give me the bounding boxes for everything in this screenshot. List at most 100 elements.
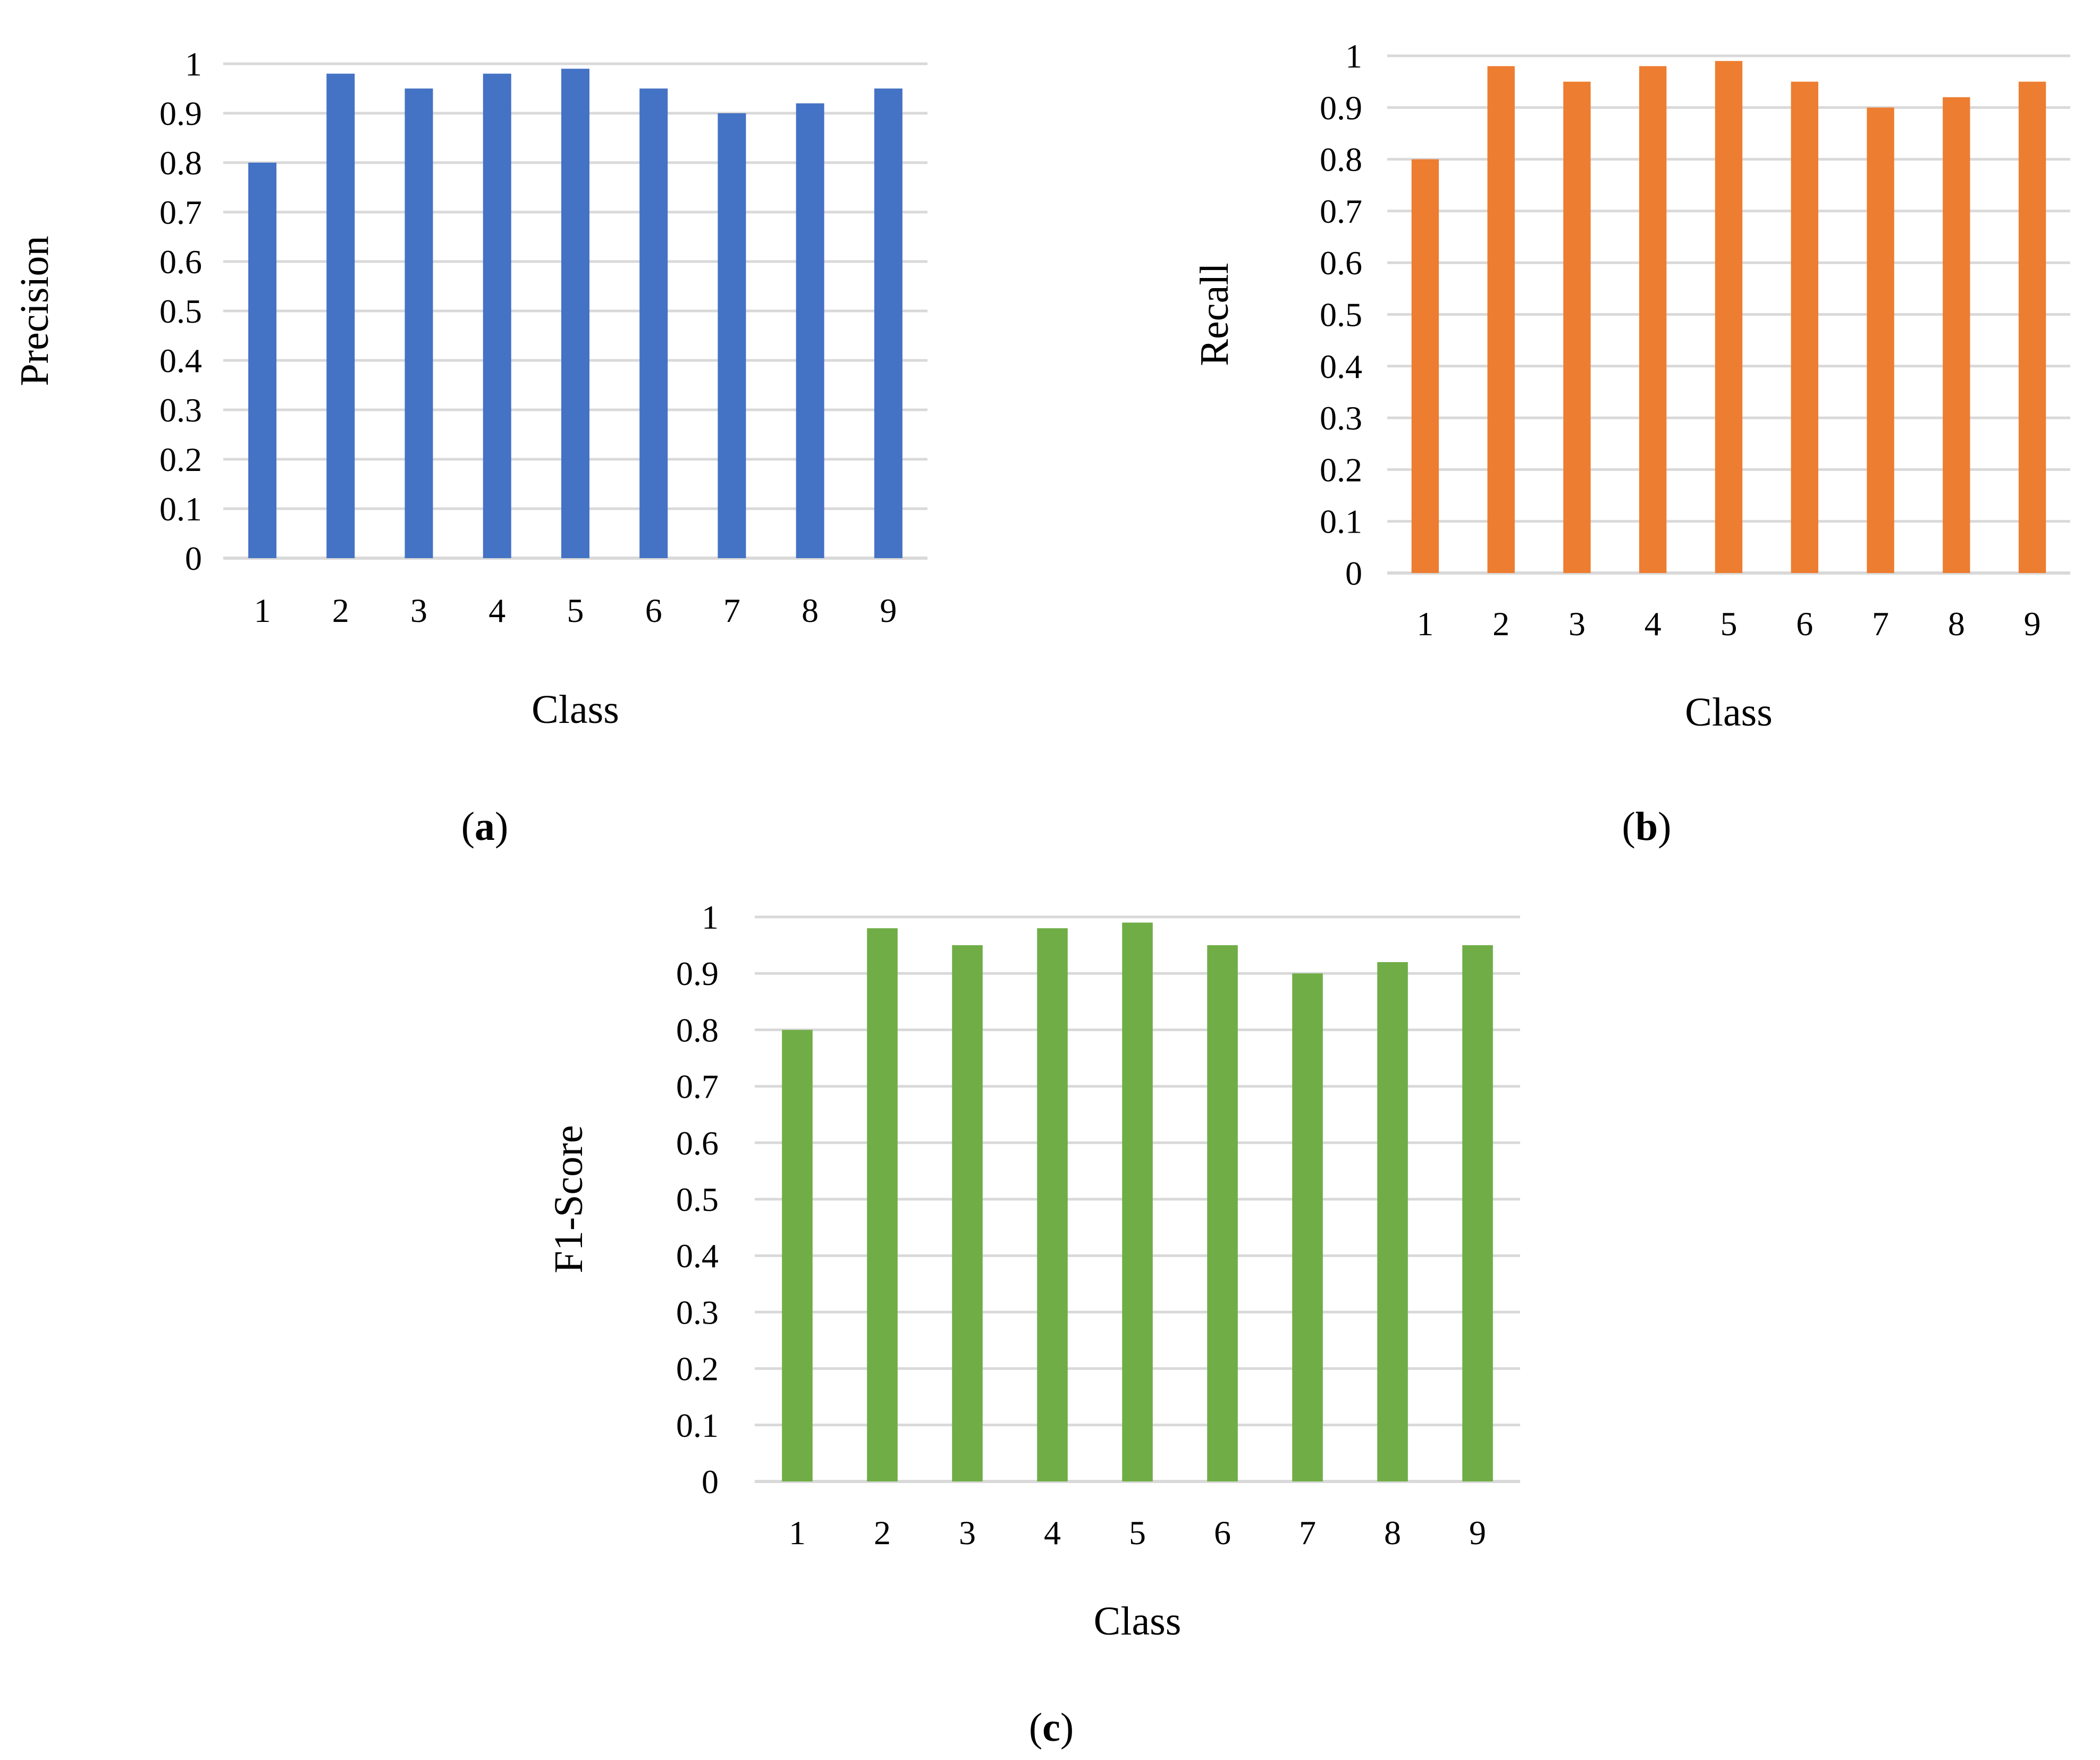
x-tick-label: 1 (789, 1514, 806, 1552)
bar-class-4 (1037, 928, 1068, 1481)
x-tick-label: 6 (1796, 605, 1813, 643)
bar-class-7 (718, 113, 746, 558)
bar-class-6 (639, 88, 668, 558)
bar-class-1 (248, 163, 277, 558)
y-tick-label: 0.4 (159, 342, 202, 380)
x-tick-label: 4 (488, 592, 505, 629)
x-axis-title: Class (532, 687, 619, 732)
x-tick-label: 7 (1299, 1514, 1316, 1552)
x-tick-label: 6 (1214, 1514, 1231, 1552)
bar-class-5 (561, 69, 589, 559)
chart-c: 0 0.1 0.2 0.3 0.4 0.5 0.6 0.7 0.8 0.9 1 1 2 3 4 5 6 7 8 9 Cl… (546, 898, 1520, 1750)
bar-class-7 (1867, 107, 1894, 574)
bar-class-3 (404, 88, 433, 558)
y-tick-label: 1 (185, 45, 202, 83)
y-tick-label: 0.1 (676, 1407, 719, 1444)
y-tick-label: 0.3 (676, 1293, 719, 1331)
x-tick-label: 7 (723, 592, 740, 629)
caption-close-paren: ) (1060, 1705, 1074, 1750)
bar-class-9 (1462, 945, 1493, 1481)
y-tick-label: 0.4 (1320, 348, 1362, 385)
x-tick-label: 2 (332, 592, 349, 629)
x-tick-label: 3 (1568, 605, 1585, 643)
y-tick-label: 0.7 (159, 193, 202, 231)
y-axis-title: Precision (12, 236, 57, 386)
y-tick-label: 0.9 (676, 955, 719, 992)
y-tick-label: 0 (702, 1463, 719, 1501)
bar-class-2 (867, 928, 898, 1481)
bar-class-6 (1207, 945, 1238, 1481)
x-tick-label: 5 (567, 592, 584, 629)
x-tick-label: 1 (1416, 605, 1433, 643)
bar-class-2 (1487, 66, 1515, 573)
bar-class-6 (1791, 81, 1818, 573)
caption-open-paren: ( (1622, 804, 1635, 849)
x-tick-label: 3 (959, 1514, 976, 1552)
x-tick-label: 7 (1872, 605, 1889, 643)
y-tick-label: 0.2 (1320, 451, 1362, 489)
caption-letter: c (1042, 1705, 1060, 1750)
y-tick-label: 0 (185, 540, 202, 577)
x-tick-label: 2 (1492, 605, 1509, 643)
x-tick-label: 4 (1044, 1514, 1061, 1552)
y-axis-title: Recall (1192, 263, 1237, 366)
bar-class-2 (326, 73, 355, 559)
caption-letter: b (1635, 804, 1658, 849)
bar-class-4 (483, 73, 511, 559)
y-tick-label: 0.8 (1320, 141, 1362, 179)
caption-open-paren: ( (461, 804, 475, 849)
y-tick-label: 0.8 (676, 1011, 719, 1049)
y-tick-label: 0.7 (1320, 192, 1362, 230)
x-tick-label: 4 (1644, 605, 1662, 643)
y-tick-label: 0.3 (159, 391, 202, 429)
bar-class-4 (1639, 66, 1667, 573)
chart-a: 0 0.1 0.2 0.3 0.4 0.5 0.6 0.7 0.8 0.9 1 1 2 3 4 5 6 7 8 9 Cl… (12, 45, 927, 849)
y-tick-label: 0.6 (159, 243, 202, 281)
x-axis-title: Class (1094, 1599, 1182, 1644)
bar-class-3 (1563, 81, 1591, 573)
x-tick-label: 8 (1948, 605, 1965, 643)
bar-class-1 (1411, 159, 1439, 574)
x-tick-label: 9 (1469, 1514, 1486, 1552)
bar-class-8 (796, 103, 824, 558)
bar-class-9 (2018, 81, 2046, 573)
y-tick-label: 1 (702, 898, 719, 936)
x-axis-title: Class (1685, 690, 1773, 735)
x-tick-label: 8 (802, 592, 819, 629)
y-tick-label: 0 (1345, 554, 1362, 592)
bar-class-8 (1377, 962, 1408, 1481)
x-tick-label: 9 (2024, 605, 2041, 643)
x-tick-label: 5 (1129, 1514, 1146, 1552)
caption-open-paren: ( (1029, 1705, 1042, 1750)
caption-letter: a (475, 804, 495, 849)
panel-caption: (c) (1029, 1705, 1074, 1750)
chart-b: 0 0.1 0.2 0.3 0.4 0.5 0.6 0.7 0.8 0.9 1 1 2 3 4 5 6 7 8 9 Cl… (1192, 37, 2070, 849)
panel-caption: (a) (461, 804, 509, 849)
x-tick-label: 9 (880, 592, 897, 629)
y-tick-label: 0.6 (676, 1124, 719, 1162)
y-tick-label: 0.9 (1320, 89, 1362, 127)
y-tick-label: 0.2 (676, 1350, 719, 1388)
x-tick-label: 8 (1384, 1514, 1401, 1552)
bar-class-5 (1715, 61, 1743, 574)
caption-close-paren: ) (1658, 804, 1671, 849)
caption-close-paren: ) (495, 804, 508, 849)
y-tick-label: 0.1 (1320, 503, 1362, 541)
bar-class-9 (874, 88, 903, 558)
y-tick-label: 0.7 (676, 1068, 719, 1106)
y-tick-label: 0.1 (159, 490, 202, 528)
x-tick-label: 5 (1721, 605, 1738, 643)
y-tick-label: 0.6 (1320, 244, 1362, 282)
x-tick-label: 3 (410, 592, 427, 629)
panel-caption: (b) (1622, 804, 1672, 849)
bar-class-1 (782, 1030, 813, 1481)
y-tick-label: 0.4 (676, 1237, 719, 1275)
y-tick-label: 0.2 (159, 441, 202, 478)
y-tick-label: 0.9 (159, 95, 202, 132)
x-tick-label: 6 (645, 592, 662, 629)
bar-class-7 (1292, 973, 1323, 1481)
y-axis-title: F1-Score (546, 1125, 591, 1274)
y-tick-label: 0.3 (1320, 399, 1362, 437)
y-tick-label: 0.8 (159, 144, 202, 182)
